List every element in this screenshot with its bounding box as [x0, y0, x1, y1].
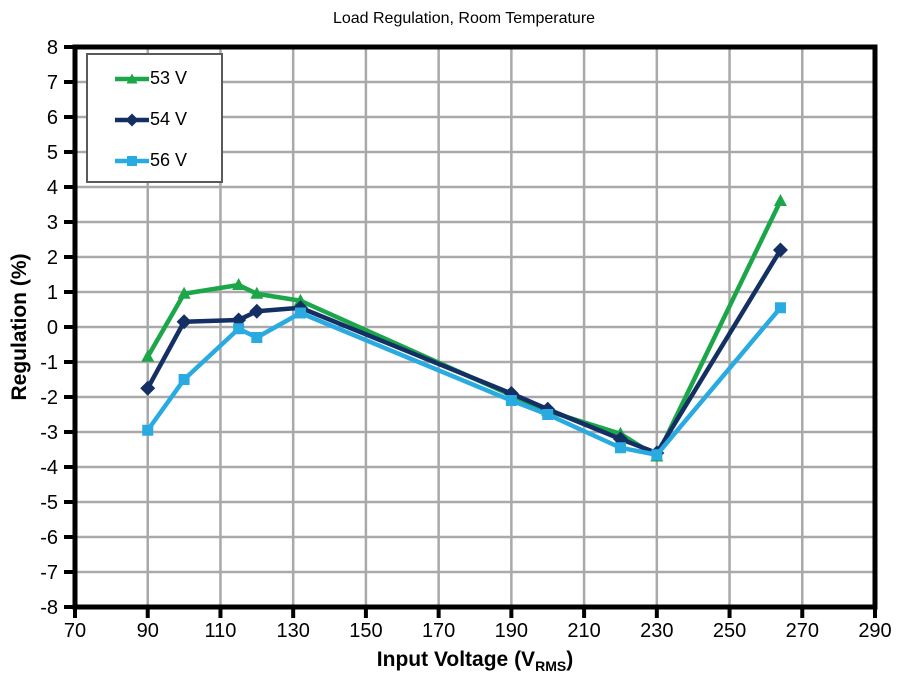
legend-item-53-v: 53 V: [88, 58, 221, 99]
x-tick-label: 230: [640, 620, 673, 642]
legend-label: 53 V: [150, 68, 188, 88]
y-tick-label: -5: [40, 492, 58, 514]
x-tick-label: 250: [713, 620, 746, 642]
series-line: [145, 248, 783, 456]
data-point-triangle: [773, 194, 787, 206]
y-tick-label: -6: [40, 527, 58, 549]
legend-label: 56 V: [150, 150, 188, 170]
data-point-square: [294, 307, 306, 319]
data-point-triangle: [232, 278, 246, 290]
data-point-square: [233, 323, 245, 335]
y-tick-label: 0: [47, 317, 58, 339]
series-line: [145, 306, 783, 457]
legend-swatch: [115, 73, 149, 83]
y-tick-label: 1: [47, 282, 58, 304]
y-tick-label: -3: [40, 422, 58, 444]
x-tick-label: 290: [858, 620, 891, 642]
axis-tick-labels: 70 90 110 130 150 170 190 210 230 250 270 290-8-7-6…: [40, 37, 891, 642]
legend-label: 54 V: [150, 109, 188, 129]
data-point-square: [505, 395, 517, 406]
data-point-triangle: [250, 286, 264, 299]
x-tick-label: 150: [349, 620, 382, 642]
legend-item-54-v: 54 V: [88, 99, 221, 140]
data-point-square: [614, 442, 626, 454]
legend-swatch: [115, 155, 149, 166]
legend-marker-triangle: [126, 73, 138, 83]
x-tick-label: 90: [137, 620, 159, 642]
data-point-square: [651, 449, 663, 461]
data-point-square: [178, 374, 190, 385]
x-axis-title-sub: RMS: [535, 658, 567, 675]
x-tick-label: 130: [276, 620, 309, 642]
data-point-triangle: [177, 286, 191, 299]
axis-ticks: [64, 45, 877, 618]
legend-marker-square: [127, 155, 137, 166]
x-tick-label: 210: [567, 620, 600, 642]
y-tick-label: -1: [40, 352, 58, 374]
y-tick-label: 6: [47, 107, 58, 129]
x-tick-label: 110: [205, 620, 237, 642]
x-tick-label: 270: [786, 620, 819, 642]
y-tick-label: -8: [40, 597, 58, 619]
y-tick-label: 3: [47, 212, 58, 234]
legend-swatch: [115, 113, 149, 126]
x-tick-label: 70: [64, 620, 86, 642]
data-point-square: [542, 409, 554, 420]
x-axis-title-main: Input Voltage (V: [376, 648, 536, 671]
y-axis-title: Regulation (%): [8, 253, 31, 401]
x-tick-label: 170: [422, 620, 455, 642]
data-point-diamond: [140, 380, 156, 396]
y-tick-label: 8: [47, 37, 58, 59]
grid-lines: [75, 47, 875, 607]
data-point-diamond: [176, 314, 192, 330]
y-tick-label: 5: [47, 142, 58, 164]
y-tick-label: -2: [40, 387, 58, 409]
y-tick-label: -7: [40, 562, 58, 584]
chart-legend: 53 V 54 V 56 V: [86, 53, 223, 183]
y-tick-label: -4: [40, 457, 58, 479]
data-point-triangle: [141, 349, 155, 362]
y-tick-label: 4: [47, 177, 58, 199]
data-point-triangle: [293, 293, 307, 306]
x-axis-title-end: ): [566, 648, 574, 671]
series-56-v: [142, 302, 786, 461]
plot-border: [72, 44, 878, 610]
legend-marker-diamond: [125, 113, 139, 126]
x-tick-label: 190: [495, 620, 528, 642]
data-point-square: [251, 332, 263, 343]
data-point-diamond: [772, 242, 788, 258]
series-54-v: [140, 242, 788, 461]
y-tick-label: 7: [47, 72, 58, 94]
data-point-diamond: [249, 303, 265, 319]
y-tick-label: 2: [47, 247, 58, 269]
data-point-square: [774, 302, 786, 314]
chart-title: Load Regulation, Room Temperature: [332, 10, 596, 27]
legend-item-56-v: 56 V: [88, 140, 221, 181]
x-axis-title: Input Voltage (VRMS): [24, 648, 902, 674]
data-point-square: [142, 424, 154, 436]
